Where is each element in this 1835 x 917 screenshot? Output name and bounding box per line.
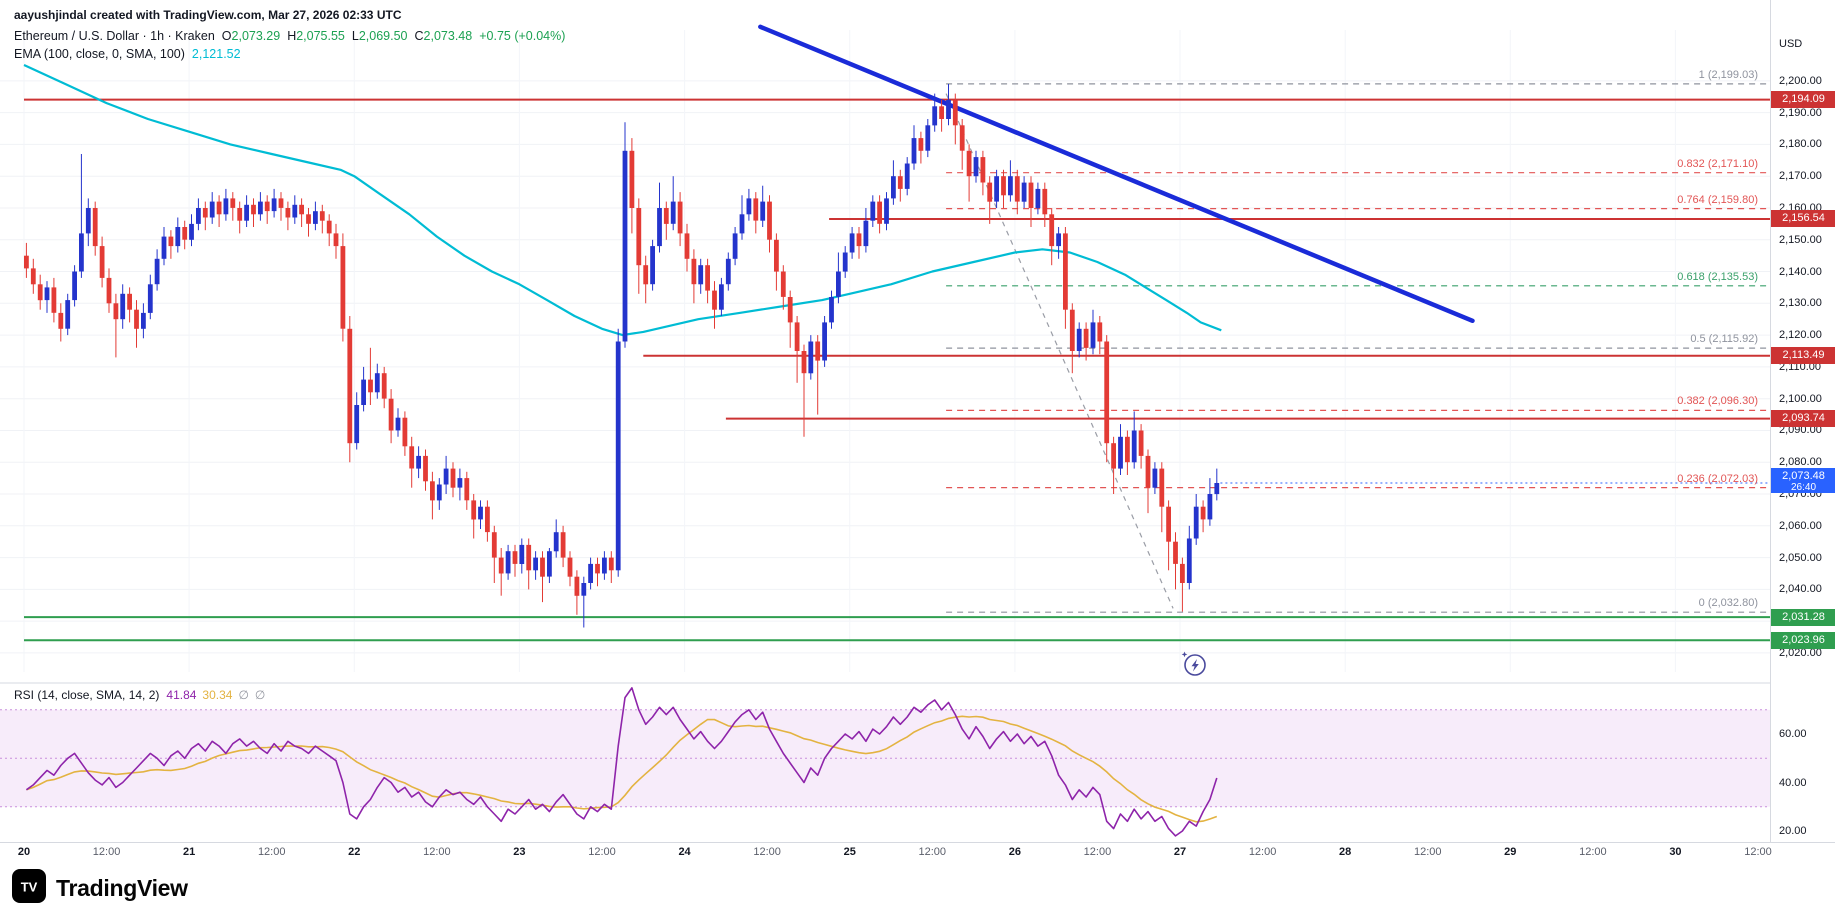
time-tick-label: 12:00 [753,846,781,858]
ohlc-key: C [414,29,424,43]
price-tick-label: 2,040.00 [1779,583,1822,596]
descending-trendline[interactable] [758,24,1475,324]
fib-label[interactable]: 0.236 (2,072.03) [1677,472,1758,485]
ohlc-key: O [221,29,232,43]
time-tick-label: 12:00 [1083,846,1112,858]
fib-label[interactable]: 0.382 (2,096.30) [1677,395,1758,408]
footer: TV TradingView [0,860,1835,917]
time-tick-label: 12:00 [1413,846,1442,858]
fib-label[interactable]: 0.5 (2,115.92) [1690,333,1758,346]
rsi-tick-label: 20.00 [1779,825,1807,837]
ema-label[interactable]: EMA (100, close, 0, SMA, 100) [14,47,185,61]
time-tick-label: 30 [1669,846,1682,858]
rsi-hidden-values: ∅ ∅ [232,688,265,702]
price-badge-red: 2,093.74 [1771,410,1835,428]
ohlc-key: L [351,29,359,43]
ema-legend: EMA (100, close, 0, SMA, 100) 2,121.52 [14,47,241,61]
price-tick-label: 2,150.00 [1779,233,1822,246]
price-tick-label: 2,060.00 [1779,519,1822,532]
time-tick-label: 12:00 [257,846,286,858]
time-tick-label: 29 [1504,846,1517,858]
price-tick-label: 2,200.00 [1779,74,1822,87]
change-value: +0.75 (+0.04%) [479,29,566,43]
symbol-title[interactable]: Ethereum / U.S. Dollar · 1h · Kraken [14,29,215,43]
price-badge-red: 2,113.49 [1771,347,1835,365]
lightning-emoji-icon[interactable] [1180,650,1208,678]
price-tick-label: 2,170.00 [1779,170,1822,183]
price-tick-label: 2,120.00 [1779,329,1822,342]
time-tick-label: 25 [843,846,856,858]
time-tick-label: 23 [513,846,526,858]
sparkle-icon [1181,651,1188,658]
price-tick-label: 2,050.00 [1779,551,1822,564]
attribution-text: aayushjindal created with TradingView.co… [14,8,402,22]
rsi-ma-value: 30.34 [202,688,233,702]
ohlc-key: H [287,29,297,43]
fib-trend-connector[interactable] [945,93,1174,609]
fib-label[interactable]: 0 (2,032.80) [1698,597,1758,610]
price-tick-label: 2,080.00 [1779,456,1822,469]
ohlc-value: 2,069.50 [358,29,408,43]
ohlc-value: 2,075.55 [296,29,345,43]
price-tick-label: 2,100.00 [1779,392,1822,405]
time-tick-label: 20 [17,846,31,858]
ema-line[interactable] [23,64,1222,337]
rsi-legend: RSI (14, close, SMA, 14, 2) 41.84 30.34 ∅ ∅ [14,688,265,702]
ohlc-value: 2,073.29 [231,29,281,43]
price-axis[interactable]: USD 2,200.00 2,190.00 2,180.00 2,170.00 2,16… [1770,0,1835,842]
price-badge-blue: 2,073.48 26:40 [1771,467,1835,493]
ohlc-values: O2,073.29 H2,075.55 L2,069.50 C2,073.48 [215,29,472,43]
price-tick-label: 2,140.00 [1779,265,1822,278]
time-tick-label: 12:00 [1579,846,1607,858]
price-badge-red: 2,156.54 [1771,210,1835,228]
price-badge-red: 2,194.09 [1771,91,1835,109]
rsi-ma-line[interactable] [26,715,1218,823]
price-tick-label: 2,020.00 [1779,646,1822,659]
time-tick-label: 12:00 [588,846,616,858]
rsi-line[interactable] [25,687,1218,837]
rsi-tick-label: 60.00 [1779,728,1807,740]
time-tick-label: 22 [348,846,361,858]
price-axis-currency: USD [1779,38,1803,50]
ema-value: 2,121.52 [191,47,241,61]
symbol-legend: Ethereum / U.S. Dollar · 1h · Kraken O2,0… [14,29,565,43]
fib-label[interactable]: 1 (2,199.03) [1698,68,1758,81]
time-tick-label: 12:00 [92,846,121,858]
rsi-tick-label: 40.00 [1779,776,1807,789]
svg-text:TV: TV [21,880,38,895]
time-tick-label: 24 [678,846,691,858]
rsi-empty-glyph: ∅ [254,688,266,702]
tradingview-brand-text[interactable]: TradingView [56,875,188,901]
price-tick-label: 2,180.00 [1779,138,1822,151]
fib-label[interactable]: 0.832 (2,171.10) [1677,157,1758,170]
fib-label[interactable]: 0.764 (2,159.80) [1677,193,1758,206]
tradingview-logo-icon[interactable]: TV [12,869,46,908]
time-tick-label: 12:00 [423,846,451,858]
ohlc-value: 2,073.48 [423,29,473,43]
time-tick-label: 12:00 [1248,846,1277,858]
time-tick-label: 27 [1173,846,1187,858]
price-badge-green: 2,031.28 [1771,608,1835,626]
time-tick-label: 26 [1008,846,1021,858]
time-tick-label: 12:00 [1744,846,1772,858]
time-tick-label: 28 [1339,846,1352,858]
price-tick-label: 2,130.00 [1779,297,1822,310]
rsi-label[interactable]: RSI (14, close, SMA, 14, 2) [14,688,160,702]
fib-label[interactable]: 0.618 (2,135.53) [1677,270,1758,283]
rsi-value: 41.84 [166,688,197,702]
lightning-bolt [1191,659,1199,672]
price-badge-green: 2,023.96 [1771,631,1835,649]
price-tick-label: 2,090.00 [1779,424,1822,437]
candles-layer[interactable] [24,84,1220,628]
time-tick-label: 21 [183,846,196,858]
time-tick-label: 12:00 [918,846,947,858]
rsi-empty-glyph: ∅ [238,688,249,702]
price-tick-label: 2,190.00 [1779,106,1822,119]
time-axis[interactable]: 20 12:00 21 12:00 22 12:00 23 12:00 24 12:00 25 12:… [0,842,1835,860]
